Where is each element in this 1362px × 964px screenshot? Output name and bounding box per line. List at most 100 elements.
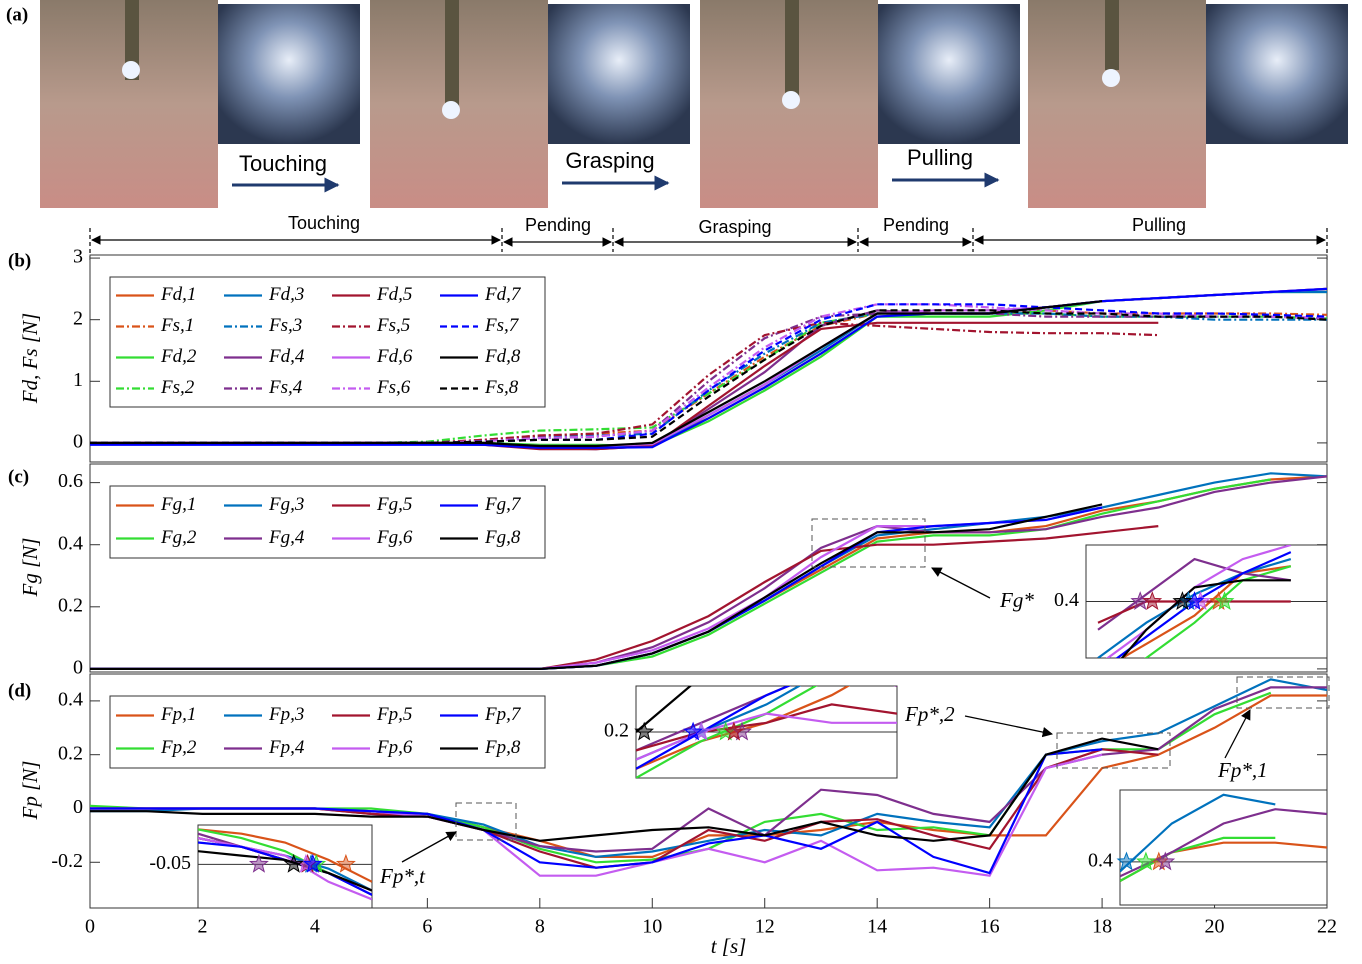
legend-label: Fp,4 bbox=[268, 737, 305, 758]
x-tick-label: 8 bbox=[535, 916, 545, 938]
legend-label: Fs,8 bbox=[484, 377, 519, 398]
legend: Fd,1 Fs,1 Fd,2 Fs,2 Fd,3 Fs,3 Fd,4 Fs,4 Fd,5 Fs,5… bbox=[109, 276, 546, 408]
legend-label: Fp,7 bbox=[484, 704, 522, 725]
x-tick-label: 2 bbox=[197, 916, 207, 938]
legend-label: Fd,3 bbox=[268, 284, 304, 305]
legend-label: Fs,2 bbox=[160, 377, 195, 398]
series-line bbox=[1120, 836, 1276, 882]
y-axis-label: Fp [N] bbox=[18, 761, 42, 821]
panel-label: (c) bbox=[8, 466, 29, 487]
x-tick-label: 22 bbox=[1317, 916, 1337, 938]
star-marker bbox=[1116, 851, 1137, 871]
series-line bbox=[90, 303, 1327, 444]
panel-a: (a) Touching Grasping Pulling bbox=[6, 0, 1348, 208]
annotation-arrows bbox=[401, 567, 1251, 863]
legend-label: Fg,7 bbox=[484, 494, 522, 515]
y-tick-label: 0.4 bbox=[1088, 849, 1113, 871]
x-tick-label: 0 bbox=[85, 916, 95, 938]
legend-box bbox=[109, 695, 546, 769]
legend-label: Fg,2 bbox=[160, 527, 197, 548]
x-axis-label: t [s] bbox=[711, 934, 747, 958]
legend-label: Fp,2 bbox=[160, 737, 197, 758]
photo bbox=[218, 4, 360, 144]
photo bbox=[878, 4, 1020, 144]
y-tick-label: 0 bbox=[73, 796, 83, 818]
y-tick-label: -0.05 bbox=[149, 852, 191, 874]
series-line bbox=[90, 287, 1327, 449]
legend-label: Fd,5 bbox=[376, 284, 412, 305]
annotation: Fp*,1 bbox=[1217, 758, 1268, 782]
legend-label: Fs,3 bbox=[268, 315, 302, 336]
y-tick-label: 0 bbox=[73, 656, 83, 678]
chart: 0.4 bbox=[1088, 789, 1328, 906]
legend: Fg,1 Fg,2 Fg,3 Fg,4 Fg,5 Fg,6 Fg,7 Fg,8 bbox=[109, 485, 546, 559]
annotation: Fp*,2 bbox=[904, 702, 955, 726]
star-marker bbox=[1142, 591, 1163, 610]
inset-frame bbox=[197, 824, 373, 909]
x-tick-label: 14 bbox=[867, 916, 887, 938]
series-line bbox=[90, 303, 1327, 444]
legend-label: Fp,6 bbox=[376, 737, 413, 758]
y-axis-label: Fg [N] bbox=[18, 538, 42, 598]
legend-label: Fs,7 bbox=[484, 315, 520, 336]
instruments bbox=[122, 0, 1120, 119]
y-axis-label: Fd, Fs [N] bbox=[18, 313, 42, 404]
step-label: Pulling bbox=[907, 145, 973, 170]
star-marker bbox=[683, 721, 704, 741]
star-marker bbox=[1155, 851, 1176, 871]
series-line bbox=[636, 712, 897, 761]
phase-label: Touching bbox=[288, 213, 360, 233]
legend-label: Fs,6 bbox=[376, 377, 411, 398]
x-tick-label: 20 bbox=[1205, 916, 1225, 938]
inset-frame bbox=[1119, 789, 1328, 906]
legend-box bbox=[109, 276, 546, 408]
series-lines bbox=[90, 678, 1327, 877]
photo bbox=[1206, 4, 1348, 144]
series-line bbox=[198, 837, 372, 901]
x-tick-label: 16 bbox=[980, 916, 1000, 938]
series-line bbox=[1120, 579, 1291, 658]
panel-label: (d) bbox=[8, 680, 31, 701]
chart: 0.2 bbox=[604, 685, 898, 779]
series-line bbox=[90, 737, 1159, 842]
chart: 0.4 bbox=[1054, 544, 1328, 659]
x-tick-label: 10 bbox=[642, 916, 662, 938]
series-lines bbox=[636, 686, 897, 778]
series-line bbox=[636, 703, 897, 752]
star-marker bbox=[1135, 851, 1156, 871]
annotation: Fg* bbox=[999, 588, 1034, 612]
legend-box bbox=[109, 485, 546, 559]
chart: 0 1 2 3 (b) Fd, Fs [N] Fd,1 Fs,1 Fd,2 Fs,2 Fd,3 Fs,… bbox=[8, 246, 1328, 463]
legend-label: Fp,3 bbox=[268, 704, 304, 725]
chart: -0.05 bbox=[149, 824, 373, 909]
series-line bbox=[636, 686, 792, 770]
y-tick-label: -0.2 bbox=[51, 850, 83, 872]
phase-label: Pulling bbox=[1132, 215, 1186, 235]
y-tick-label: 0.2 bbox=[58, 594, 83, 616]
legend-label: Fp,1 bbox=[160, 704, 196, 725]
series-lines bbox=[90, 472, 1327, 670]
y-tick-label: 0 bbox=[73, 430, 83, 452]
y-tick-label: 0.6 bbox=[58, 470, 83, 492]
legend-label: Fd,6 bbox=[376, 346, 413, 367]
panel-label: (a) bbox=[6, 4, 28, 25]
y-tick-label: 2 bbox=[73, 307, 83, 329]
legend-label: Fp,8 bbox=[484, 737, 521, 758]
star-marker bbox=[634, 721, 655, 741]
star-marker bbox=[1172, 591, 1193, 610]
legend-label: Fd,7 bbox=[484, 284, 522, 305]
series-line bbox=[90, 748, 1103, 875]
y-tick-label: 0.4 bbox=[58, 532, 83, 554]
y-tick-label: 0.2 bbox=[604, 720, 629, 742]
series-line bbox=[90, 309, 1327, 444]
panel-label: (b) bbox=[8, 250, 31, 271]
star-marker bbox=[335, 853, 356, 873]
series-line bbox=[1119, 565, 1291, 658]
series-lines bbox=[90, 287, 1327, 451]
legend-label: Fp,5 bbox=[376, 704, 412, 725]
series-line bbox=[198, 850, 372, 892]
legend-label: Fs,4 bbox=[268, 377, 303, 398]
x-tick-label: 4 bbox=[310, 916, 320, 938]
